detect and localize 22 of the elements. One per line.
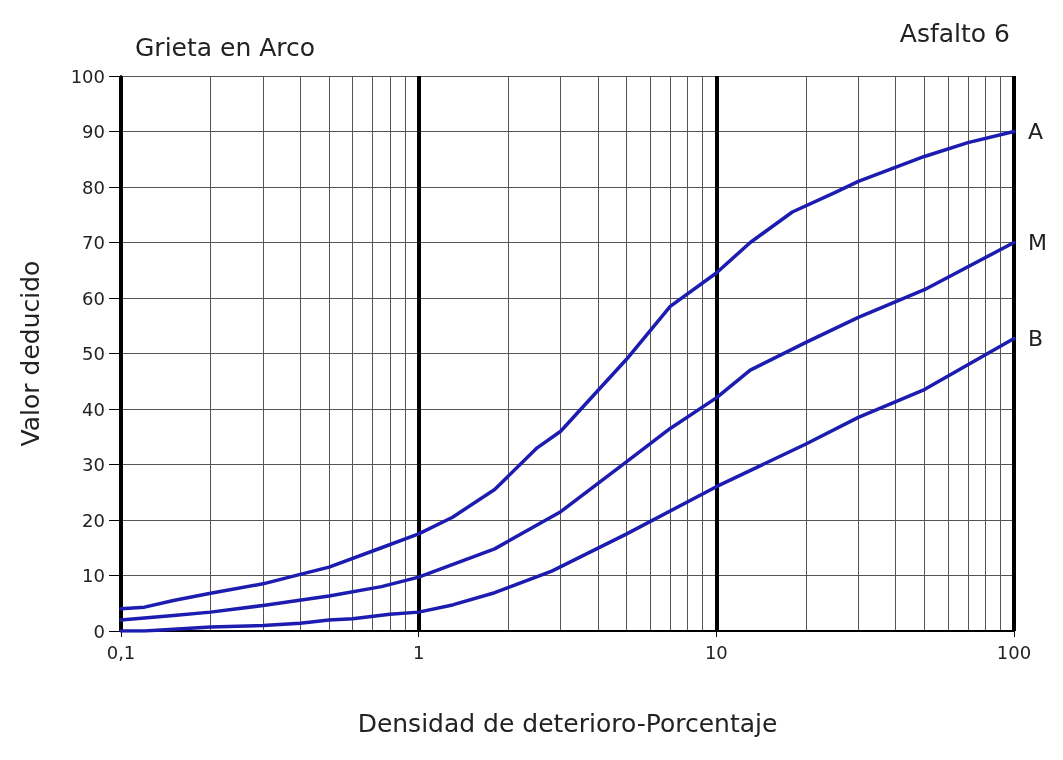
- y-tick-label: 50: [82, 343, 105, 364]
- y-axis-title: Valor deducido: [16, 260, 45, 447]
- chart-title: Grieta en Arco: [135, 33, 316, 62]
- series-label: B: [1028, 326, 1044, 352]
- y-tick-label: 30: [82, 454, 105, 475]
- y-tick-label: 90: [82, 121, 105, 142]
- x-tick-label: 0,1: [106, 641, 136, 663]
- x-tick-label: 100: [996, 641, 1032, 663]
- chart-subtitle: Asfalto 6: [899, 19, 1011, 48]
- y-tick-label: 40: [82, 398, 105, 420]
- x-axis-title: Densidad de deterioro-Porcentaje: [357, 709, 778, 738]
- x-tick-label: 10: [704, 641, 728, 663]
- y-tick-label: 70: [82, 232, 105, 253]
- series-label: A: [1028, 119, 1044, 144]
- y-tick-label: 60: [82, 287, 105, 309]
- y-tick-label: 80: [82, 176, 105, 198]
- y-tick-label: 20: [82, 509, 105, 531]
- x-tick-label: 1: [412, 641, 425, 663]
- y-tick-label: 10: [82, 565, 105, 586]
- y-tick-label: 0: [93, 620, 105, 642]
- y-tick-label: 100: [70, 65, 105, 87]
- series-label: M: [1028, 230, 1047, 255]
